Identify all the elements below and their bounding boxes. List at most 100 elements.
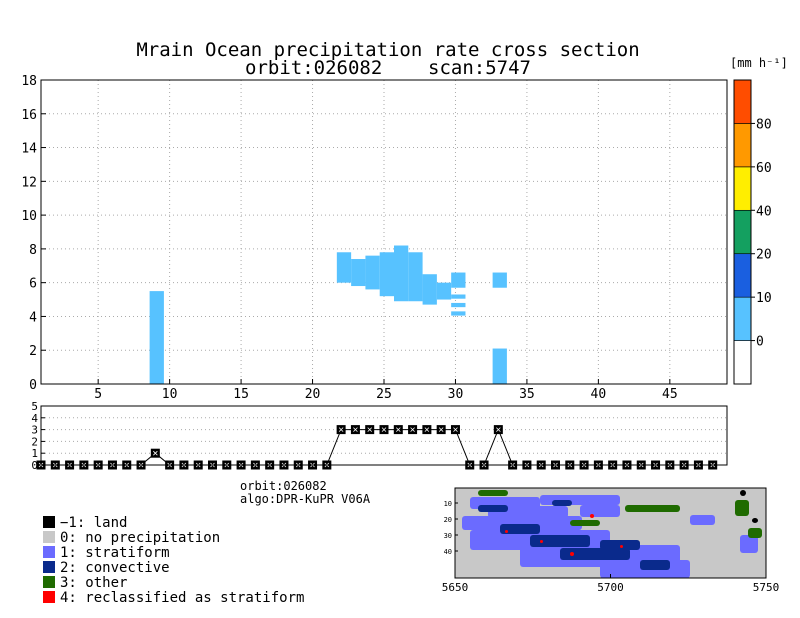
- strip-y-tick-label: 5: [31, 400, 38, 413]
- colorbar-block: [733, 209, 752, 255]
- cross-section-panel: Mrain Ocean precipitation rate cross sec…: [21, 39, 728, 402]
- map-cell: [478, 505, 508, 512]
- strip-plot-frame: [40, 405, 728, 466]
- orbit-label: orbit:026082: [240, 479, 327, 493]
- map-cells: [462, 490, 762, 578]
- legend-label: 0: no precipitation: [60, 530, 220, 546]
- algo-label: algo:DPR-KuPR V06A: [240, 492, 371, 506]
- legend-label: 4: reclassified as stratiform: [60, 590, 304, 606]
- colorbar-tick-label: 0: [756, 335, 764, 350]
- map-y-tick-label: 40: [444, 548, 452, 556]
- main-x-tick-label: 10: [162, 387, 178, 402]
- map-cell: [500, 524, 540, 534]
- colorbar-block: [733, 166, 752, 211]
- map-cell: [570, 552, 574, 556]
- map-cell: [690, 515, 715, 525]
- precip-cell: [394, 245, 409, 302]
- main-x-tick-label: 20: [305, 387, 321, 402]
- main-x-tick-label: 5: [94, 387, 102, 402]
- main-y-tick-label: 6: [29, 277, 37, 292]
- map-cell: [640, 560, 670, 570]
- main-y-tick-label: 14: [21, 142, 37, 157]
- type-marker-cross: [396, 427, 401, 432]
- map-cell: [735, 500, 749, 516]
- legend-swatch: [43, 591, 55, 603]
- main-y-axis: 0 2 4 6 8 10 12 14 16 18: [21, 74, 46, 393]
- legend-swatch: [43, 531, 55, 543]
- type-marker-cross: [424, 427, 430, 432]
- type-markers: [36, 425, 718, 470]
- map-y-axis: 10 20 30 40: [444, 500, 458, 556]
- map-cell: [752, 518, 758, 523]
- type-marker-cross: [153, 450, 158, 456]
- map-cell: [552, 500, 572, 506]
- type-marker-cross: [410, 427, 415, 432]
- map-x-tick-label: 5750: [753, 581, 780, 594]
- map-y-tick-label: 10: [444, 500, 452, 508]
- map-cell: [625, 505, 680, 512]
- map-cell: [505, 530, 508, 533]
- precip-cell: [422, 274, 437, 305]
- map-x-tick-label: 5700: [597, 581, 624, 594]
- precip-cell: [351, 259, 366, 287]
- map-cell: [540, 540, 543, 543]
- map-cell: [600, 540, 640, 550]
- precip-cell: [451, 311, 466, 316]
- type-marker-cross: [496, 427, 501, 432]
- legend-label: −1: land: [60, 515, 127, 531]
- main-y-tick-label: 16: [21, 108, 37, 123]
- precip-cell: [492, 348, 507, 384]
- main-y-tick-label: 4: [29, 310, 37, 325]
- colorbar: [mm h⁻¹] 0 10 20 40 60 80: [730, 56, 788, 385]
- main-x-tick-label: 30: [448, 387, 464, 402]
- type-marker-cross: [381, 427, 387, 432]
- legend-swatch: [43, 546, 55, 558]
- main-x-axis: 5 10 15 20 25 30 35 40 45: [94, 379, 678, 402]
- main-y-tick-label: 0: [29, 378, 37, 393]
- strip-grid: [41, 417, 727, 454]
- precip-cell: [451, 302, 466, 308]
- colorbar-block: [733, 340, 752, 385]
- precip-cell: [149, 291, 164, 384]
- type-line: [41, 428, 713, 466]
- type-marker-cross: [353, 427, 358, 432]
- strip-y-tick-label: 2: [31, 435, 38, 448]
- colorbar-tick-label: 10: [756, 291, 772, 306]
- precip-cell: [336, 252, 352, 283]
- precip-cell: [436, 282, 452, 300]
- info-block: orbit:026082 algo:DPR-KuPR V06A: [240, 479, 371, 506]
- colorbar-unit-label: [mm h⁻¹]: [730, 56, 788, 70]
- map-x-tick-label: 5650: [442, 581, 469, 594]
- chart-title: Mrain Ocean precipitation rate cross sec…: [136, 39, 639, 61]
- colorbar-block: [733, 123, 752, 168]
- colorbar-block: [733, 296, 752, 341]
- main-grid: [41, 80, 727, 384]
- map-cell: [590, 514, 594, 518]
- type-marker-cross: [438, 427, 444, 432]
- map-cell: [740, 490, 746, 496]
- precip-cells: [149, 245, 507, 384]
- map-y-tick-label: 30: [444, 532, 452, 540]
- map-cell: [620, 545, 623, 548]
- precip-cell: [451, 272, 466, 288]
- map-cell: [580, 505, 620, 517]
- colorbar-blocks: [733, 79, 752, 385]
- main-y-tick-label: 2: [29, 344, 37, 359]
- colorbar-tick-label: 40: [756, 204, 772, 219]
- main-x-tick-label: 35: [519, 387, 535, 402]
- colorbar-labels: 0 10 20 40 60 80: [751, 117, 772, 350]
- legend-label: 1: stratiform: [60, 545, 170, 561]
- precip-cell: [451, 294, 466, 299]
- main-y-tick-label: 18: [21, 74, 37, 89]
- main-y-tick-label: 10: [21, 209, 37, 224]
- map-y-tick-label: 20: [444, 516, 452, 524]
- chart-subtitle: orbit:026082 scan:5747: [245, 57, 531, 79]
- map-cell: [530, 535, 590, 547]
- legend-label: 3: other: [60, 575, 127, 591]
- map-cell: [462, 516, 582, 530]
- main-y-tick-label: 8: [29, 243, 37, 258]
- type-marker-cross: [453, 427, 458, 432]
